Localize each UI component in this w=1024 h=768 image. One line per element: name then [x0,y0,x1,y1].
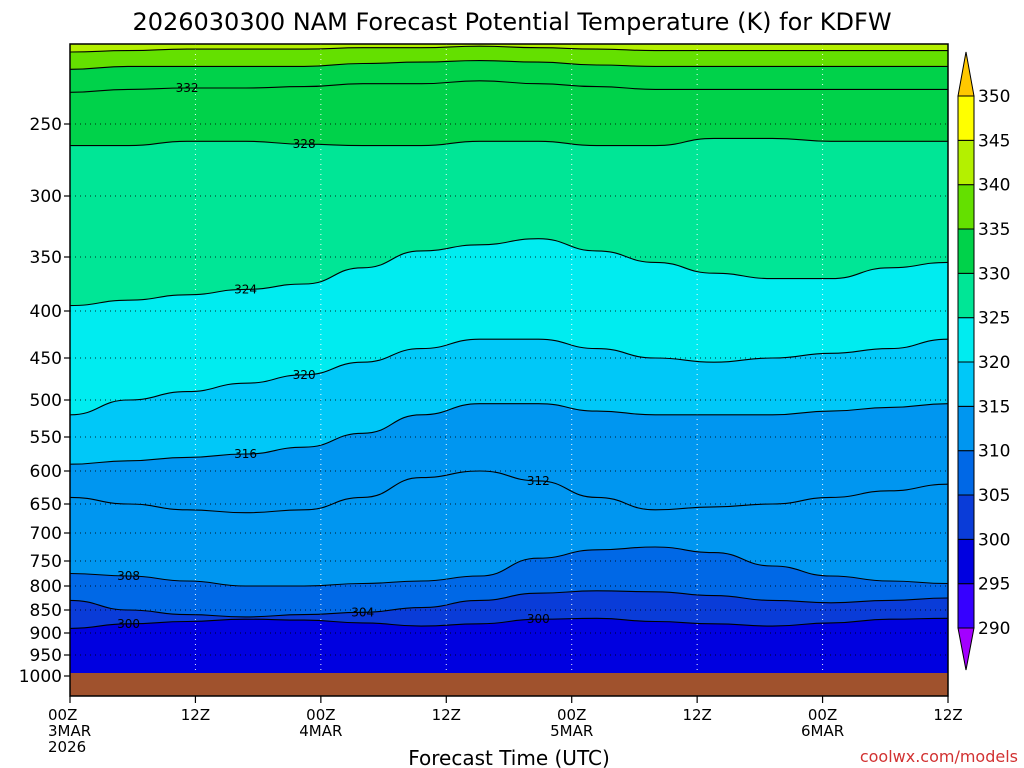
contour-label: 328 [293,137,316,151]
colorbar-label: 315 [978,397,1010,417]
x-tick-label: 00Z [557,706,586,724]
colorbar-label: 300 [978,530,1010,550]
contour-312 [70,470,948,514]
colorbar-label: 330 [978,264,1010,284]
x-tick-label: 00Z [808,706,837,724]
colorbar-segment [957,450,975,496]
y-tick-label: 400 [30,302,62,322]
plot-contours [70,45,948,629]
contour-label: 308 [117,569,140,583]
colorbar-label: 295 [978,575,1010,595]
contour-328 [70,137,948,147]
colorbar-segment [957,538,975,585]
colorbar-extend-max [957,51,975,97]
contour-324 [70,238,948,307]
x-tick-label: 12Z [682,706,711,724]
contour-labels: 332 328 324 320 316 312 308 304 300 300 [117,81,550,631]
x-tick-label: 6MAR [801,722,844,740]
colorbar-segment [957,361,975,407]
colorbar-segment [957,494,975,540]
y-tick-label: 800 [30,577,62,597]
x-tick-label: 00Z [48,706,77,724]
colorbar-label: 290 [978,619,1010,639]
y-tick-label: 900 [30,624,62,644]
colorbar-segment [957,139,975,186]
colorbar-segment [957,317,975,363]
contour-label: 320 [293,368,316,382]
terrain-ground [70,673,948,696]
x-tick-label: 00Z [306,706,335,724]
contour-label: 316 [234,447,257,461]
credit-text[interactable]: coolwx.com/models [860,747,1018,766]
x-tick-label: 12Z [432,706,461,724]
colorbar-label: 350 [978,87,1010,107]
y-tick-label: 600 [30,462,62,482]
plot-fill [70,44,948,696]
contour-label: 304 [351,605,374,619]
contour-332 [70,80,948,93]
contour-316 [70,403,948,465]
contour-320 [70,338,948,416]
colorbar-label: 340 [978,176,1010,196]
colorbar-segment [957,583,975,629]
y-axis: 250 300 350 400 450 500 550 600 650 700 750 800 850 9… [19,115,70,687]
y-tick-label: 500 [30,391,62,411]
y-tick-label: 550 [30,428,62,448]
y-tick-label: 350 [30,248,62,268]
colorbar-extend-min [957,627,975,671]
contour-label: 332 [176,81,199,95]
plot-grid [70,44,948,696]
contour-label: 300 [117,617,140,631]
colorbar-label: 305 [978,486,1010,506]
contour-label: 300 [527,612,550,626]
x-tick-label: 12Z [933,706,962,724]
colorbar-segment [957,184,975,230]
colorbar-segment [957,228,975,274]
colorbar-label: 310 [978,442,1010,462]
y-tick-label: 650 [30,495,62,515]
x-tick-label: 5MAR [550,722,593,740]
chart-title: 2026030300 NAM Forecast Potential Temper… [132,8,891,36]
contour-label: 324 [234,282,257,296]
y-tick-label: 1000 [19,667,62,687]
contour-304 [70,590,948,618]
contour-308 [70,546,948,587]
plot-frame [69,43,949,697]
colorbar-segment [957,272,975,319]
contour-336 [70,60,948,70]
contour-label: 312 [527,474,550,488]
x-tick-label: 12Z [181,706,210,724]
colorbar: 290 295 300 305 310 315 320 325 330 335 340 345 350 [957,51,1010,671]
y-tick-label: 950 [30,646,62,666]
colorbar-label: 320 [978,353,1010,373]
colorbar-segment [957,405,975,452]
x-tick-label: 2026 [48,738,86,756]
x-axis-label: Forecast Time (UTC) [408,746,610,768]
x-tick-label: 3MAR [48,722,91,740]
contour-340 [70,45,948,53]
y-tick-label: 450 [30,349,62,369]
colorbar-label: 345 [978,131,1010,151]
y-tick-label: 700 [30,524,62,544]
colorbar-label: 325 [978,309,1010,329]
y-tick-label: 750 [30,552,62,572]
y-tick-label: 250 [30,115,62,135]
y-tick-label: 850 [30,601,62,621]
y-tick-label: 300 [30,187,62,207]
contour-300 [70,617,948,629]
colorbar-label: 335 [978,220,1010,240]
x-tick-label: 4MAR [299,722,342,740]
colorbar-segment [957,95,975,141]
